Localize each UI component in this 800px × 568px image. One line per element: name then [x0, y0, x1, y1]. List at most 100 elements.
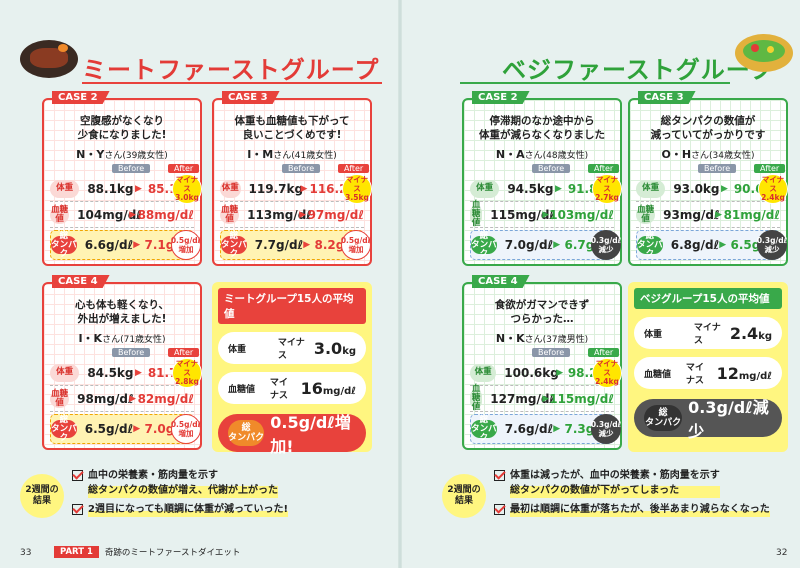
after-label: After: [168, 164, 200, 173]
case-label: CASE 2: [52, 91, 110, 104]
person-name: N・Yさん(39歳女性): [76, 148, 168, 161]
protein-row: 総 タンパク 7.7g/dℓ ▶ 8.2g/dℓ 0.5g/dℓ 増加: [220, 230, 372, 260]
protein-row: 総 タンパク 6.8g/dℓ ▶ 6.5g/dℓ 0.3g/dℓ 減少: [636, 230, 788, 260]
average-protein: 総 タンパク 0.3g/dℓ減少: [634, 398, 782, 441]
protein-row: 総 タンパク 6.6g/dℓ ▶ 7.1g/dℓ 0.5g/dℓ 増加: [50, 230, 202, 260]
left-page: ミートファーストグループ CASE 2 空腹感がなくなり 少食になりました! N…: [12, 0, 392, 568]
case-card-2: CASE 2 停滞期のなか途中から 体重が減らなくなりました N・Aさん(48歳…: [462, 91, 622, 266]
change-badge: マイナス 2.4kg: [758, 173, 788, 204]
before-label: Before: [532, 164, 571, 173]
change-badge: 0.5g/dℓ 増加: [171, 414, 201, 444]
protein-row: 総 タンパク 7.6g/dℓ ▶ 7.3g/dℓ 0.3g/dℓ 減少: [470, 414, 622, 444]
protein-row: 総 タンパク 6.5g/dℓ ▶ 7.0g/dℓ 0.5g/dℓ 増加: [50, 414, 202, 444]
average-sugar: 血糖値 マイナス 12mg/dℓ: [634, 357, 782, 389]
after-label: After: [754, 164, 786, 173]
person-name: I・Mさん(41歳女性): [247, 148, 337, 161]
case-label: CASE 2: [472, 91, 530, 104]
case-label: CASE 3: [222, 91, 280, 104]
average-heading: ベジグループ15人の平均値: [634, 288, 782, 309]
result-item: 血中の栄養素・筋肉量を示す 総タンパクの数値が増え、代謝が上がった: [72, 468, 288, 498]
case-label: CASE 4: [52, 275, 110, 288]
page-title: ベジファーストグループ: [502, 56, 775, 84]
result-item: 2週目になっても順調に体重が減っていった!: [72, 502, 289, 517]
protein-row: 総 タンパク 7.0g/dℓ ▶ 6.7g/dℓ 0.3g/dℓ 減少: [470, 230, 622, 260]
case-label: CASE 3: [638, 91, 696, 104]
change-badge: マイナス 2.7kg: [592, 173, 622, 204]
before-label: Before: [282, 164, 321, 173]
right-page: ベジファーストグループ CASE 2 停滞期のなか途中から 体重が減らなくなりま…: [420, 0, 800, 568]
checkbox-icon: [494, 504, 505, 515]
weight-row: 体重 119.7kg ▶ 116.2kg マイナス 3.5kg: [220, 173, 372, 204]
footer: PART 1 奇跡のミートファーストダイエット: [54, 546, 240, 558]
sugar-row: 血糖値 115mg/dℓ ▶ 103mg/dℓ: [470, 200, 614, 228]
change-badge: 0.3g/dℓ 減少: [591, 230, 621, 260]
person-name: I・Kさん(71歳女性): [78, 332, 166, 345]
case-quote: 空腹感がなくなり 少食になりました!: [77, 115, 167, 141]
sugar-row: 血糖値 98mg/dℓ ▶ 82mg/dℓ: [50, 386, 194, 412]
case-label: CASE 4: [472, 275, 530, 288]
average-protein: 総 タンパク 0.5g/dℓ増加!: [218, 413, 366, 456]
case-quote: 体重も血糖値も下がって 良いことづくめです!: [234, 115, 350, 141]
case-card-2: CASE 2 空腹感がなくなり 少食になりました! N・Yさん(39歳女性) B…: [42, 91, 202, 266]
sugar-row: 血糖値 93mg/dℓ ▶ 81mg/dℓ: [636, 202, 780, 228]
change-badge: マイナス 2.4kg: [592, 357, 622, 388]
after-label: After: [338, 164, 370, 173]
after-label: After: [588, 164, 620, 173]
result-section: 2週間の 結果 血中の栄養素・筋肉量を示す 総タンパクの数値が増え、代謝が上がっ…: [20, 468, 289, 521]
case-quote: 食欲がガマンできず つらかった…: [494, 299, 590, 325]
case-card-4: CASE 4 食欲がガマンできず つらかった… N・Kさん(37歳男性) Bef…: [462, 275, 622, 450]
weight-row: 体重 94.5kg ▶ 91.8kg マイナス 2.7kg: [470, 173, 622, 204]
checkbox-icon: [72, 504, 83, 515]
after-label: After: [588, 348, 620, 357]
case-quote: 心も体も軽くなり、 外出が増えました!: [74, 299, 170, 325]
average-weight: 体重 マイナス 2.4kg: [634, 317, 782, 349]
weight-row: 体重 93.0kg ▶ 90.6kg マイナス 2.4kg: [636, 173, 788, 204]
average-weight: 体重 マイナス 3.0kg: [218, 332, 366, 364]
average-sugar: 血糖値 マイナス 16mg/dℓ: [218, 372, 366, 404]
weight-row: 体重 88.1kg ▶ 85.1kg マイナス 3.0kg: [50, 173, 202, 204]
case-quote: 停滞期のなか途中から 体重が減らなくなりました: [479, 115, 605, 141]
page-number: 32: [776, 548, 788, 558]
before-label: Before: [112, 164, 151, 173]
average-box: ミートグループ15人の平均値 体重 マイナス 3.0kg 血糖値 マイナス 16mg/d…: [212, 282, 372, 456]
sugar-row: 血糖値 127mg/dℓ ▶ 115mg/dℓ: [470, 384, 614, 412]
before-label: Before: [112, 348, 151, 357]
change-badge: 0.5g/dℓ 増加: [341, 230, 371, 260]
checkbox-icon: [494, 470, 505, 481]
change-badge: マイナス 3.5kg: [342, 173, 372, 204]
result-label: 2週間の 結果: [20, 474, 64, 518]
case-quote: 総タンパクの数値が 減っていてがっかりです: [650, 115, 766, 141]
checkbox-icon: [72, 470, 83, 481]
case-card-3: CASE 3 体重も血糖値も下がって 良いことづくめです! I・Mさん(41歳女…: [212, 91, 372, 266]
page-title: ミートファーストグループ: [82, 56, 380, 84]
page-number: 33: [20, 548, 32, 558]
change-badge: マイナス 3.0kg: [172, 173, 202, 204]
result-section: 2週間の 結果 体重は減ったが、血中の栄養素・筋肉量を示す 総タンパクの数値が下…: [442, 468, 770, 521]
change-badge: 0.3g/dℓ 減少: [757, 230, 787, 260]
result-label: 2週間の 結果: [442, 474, 486, 518]
result-item: 最初は順調に体重が落ちたが、後半あまり減らなくなった: [494, 502, 770, 517]
change-badge: 0.3g/dℓ 減少: [591, 414, 621, 444]
before-label: Before: [532, 348, 571, 357]
title-underline: [82, 82, 382, 84]
change-badge: マイナス 2.8kg: [172, 357, 202, 388]
person-name: O・Hさん(34歳女性): [661, 148, 755, 161]
result-item: 体重は減ったが、血中の栄養素・筋肉量を示す 総タンパクの数値が下がってしまった: [494, 468, 770, 498]
page-gutter: [398, 0, 402, 568]
case-card-4: CASE 4 心も体も軽くなり、 外出が増えました! I・Kさん(71歳女性) …: [42, 275, 202, 450]
before-label: Before: [698, 164, 737, 173]
steak-plate-icon: [20, 40, 78, 78]
weight-row: 体重 100.6kg ▶ 98.2kg マイナス 2.4kg: [470, 357, 622, 388]
sugar-row: 血糖値 104mg/dℓ ▶ 88mg/dℓ: [50, 202, 194, 228]
person-name: N・Kさん(37歳男性): [495, 332, 589, 345]
average-heading: ミートグループ15人の平均値: [218, 288, 366, 324]
title-underline: [460, 82, 730, 84]
sugar-row: 血糖値 113mg/dℓ ▶ 97mg/dℓ: [220, 202, 364, 228]
weight-row: 体重 84.5kg ▶ 81.7kg マイナス 2.8kg: [50, 357, 202, 388]
case-card-3: CASE 3 総タンパクの数値が 減っていてがっかりです O・Hさん(34歳女性…: [628, 91, 788, 266]
change-badge: 0.5g/dℓ 増加: [171, 230, 201, 260]
salad-bowl-icon: [735, 34, 793, 72]
after-label: After: [168, 348, 200, 357]
person-name: N・Aさん(48歳女性): [495, 148, 589, 161]
average-box: ベジグループ15人の平均値 体重 マイナス 2.4kg 血糖値 マイナス 12mg/dℓ…: [628, 282, 788, 452]
